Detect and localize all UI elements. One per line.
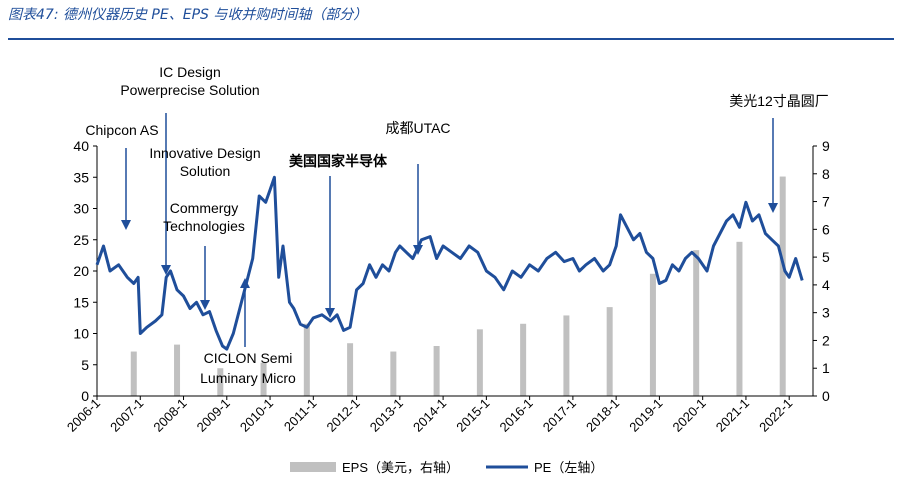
left-tick-label-7: 35 (73, 169, 89, 185)
annotation-arrow-head-chipcon (121, 220, 131, 230)
x-tick-label-7: 2013-1 (367, 396, 406, 435)
x-tick-label-2: 2008-1 (150, 396, 189, 435)
eps-bar-9 (520, 323, 527, 396)
x-tick-label-5: 2011-1 (281, 396, 320, 435)
annotation-label-innovative-1: Solution (180, 163, 231, 179)
legend-pe-label: PE（左轴） (534, 460, 603, 475)
right-tick-label-3: 3 (822, 305, 830, 321)
annotation-label-nationalsemi-0: 美国国家半导体 (289, 153, 388, 169)
annotation-arrow-head-fab12 (768, 203, 778, 213)
x-tick-label-9: 2015-1 (453, 396, 492, 435)
annotation-arrow-head-icdesign (161, 265, 171, 275)
x-tick-label-1: 2007-1 (107, 396, 146, 435)
x-tick-label-3: 2009-1 (194, 396, 233, 435)
x-tick-label-8: 2014-1 (410, 396, 449, 435)
title-rule (8, 38, 894, 40)
eps-bar-0 (130, 351, 137, 396)
annotation-label-utac-0: 成都UTAC (385, 120, 450, 136)
left-tick-label-0: 0 (81, 388, 89, 404)
x-tick-label-4: 2010-1 (237, 396, 276, 435)
eps-bar-10 (563, 315, 570, 396)
eps-bar-15 (779, 176, 786, 396)
annotation-label-ciclon-0: CICLON Semi (204, 350, 293, 366)
right-tick-label-6: 6 (822, 221, 830, 237)
legend-eps-swatch (290, 462, 336, 472)
right-tick-label-0: 0 (822, 388, 830, 404)
left-tick-label-8: 40 (73, 138, 89, 154)
left-tick-label-6: 30 (73, 201, 89, 217)
annotation-label-chipcon-0: Chipcon AS (85, 122, 158, 138)
x-tick-label-12: 2018-1 (583, 396, 622, 435)
annotation-label-icdesign-1: Powerprecise Solution (120, 82, 259, 98)
x-tick-label-10: 2016-1 (497, 396, 536, 435)
annotation-arrow-head-ciclon (240, 278, 250, 288)
left-tick-label-1: 5 (81, 357, 89, 373)
left-tick-label-4: 20 (73, 263, 89, 279)
x-tick-label-15: 2021-1 (713, 396, 752, 435)
annotation-arrow-head-nationalsemi (325, 308, 335, 318)
eps-bar-12 (649, 273, 656, 396)
eps-bar-5 (347, 343, 354, 396)
annotation-label-fab12-0: 美光12寸晶圆厂 (729, 93, 829, 109)
x-tick-label-11: 2017-1 (540, 396, 579, 435)
right-tick-label-2: 2 (822, 332, 830, 348)
x-tick-label-6: 2012-1 (323, 396, 362, 435)
right-tick-label-5: 5 (822, 249, 830, 265)
annotation-label-innovative-0: Innovative Design (149, 145, 260, 161)
right-tick-label-1: 1 (822, 360, 830, 376)
pe-line (95, 175, 804, 351)
eps-bar-1 (174, 344, 181, 396)
annotation-label-commergy-1: Technologies (163, 218, 245, 234)
annotation-arrow-head-utac (413, 245, 423, 255)
eps-bar-8 (476, 329, 483, 396)
eps-bar-13 (693, 250, 700, 396)
x-tick-label-16: 2022-1 (756, 396, 795, 435)
left-tick-label-2: 10 (73, 326, 89, 342)
figure-title: 图表47: 德州仪器历史 PE、EPS 与收并购时间轴（部分） (8, 7, 368, 23)
left-tick-label-5: 25 (73, 232, 89, 248)
annotation-label-icdesign-0: IC Design (159, 64, 220, 80)
eps-bar-7 (433, 346, 440, 396)
x-tick-label-14: 2020-1 (670, 396, 709, 435)
legend-eps-label: EPS（美元，右轴） (342, 460, 459, 475)
right-tick-label-4: 4 (822, 277, 830, 293)
x-tick-label-13: 2019-1 (626, 396, 665, 435)
eps-bar-4 (303, 323, 310, 396)
eps-bar-11 (606, 307, 613, 396)
right-tick-label-8: 8 (822, 166, 830, 182)
annotation-label-commergy-0: Commergy (170, 200, 238, 216)
eps-bar-2 (217, 368, 224, 396)
left-tick-label-3: 15 (73, 294, 89, 310)
eps-bar-14 (736, 241, 743, 396)
annotation-arrow-head-commergy (200, 300, 210, 310)
eps-bar-3 (260, 362, 267, 396)
right-tick-label-9: 9 (822, 138, 830, 154)
right-tick-label-7: 7 (822, 194, 830, 210)
eps-bar-6 (390, 351, 397, 396)
annotation-label-ciclon-1: Luminary Micro (200, 370, 296, 386)
